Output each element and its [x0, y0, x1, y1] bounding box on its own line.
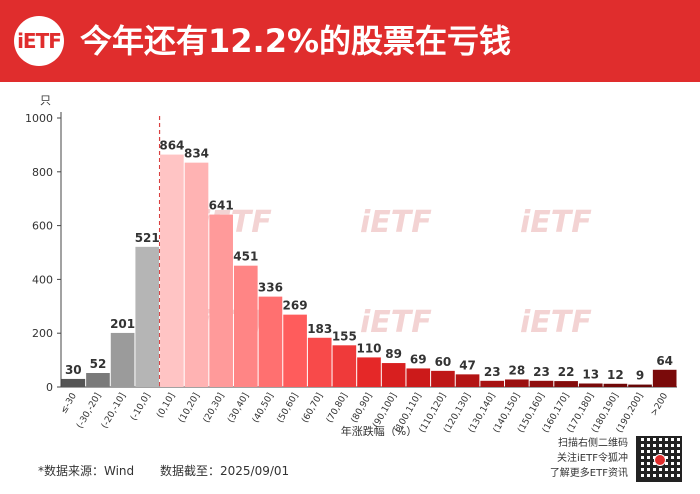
x-tick-label: (70,80] — [325, 392, 350, 425]
bar-value-label: 451 — [233, 250, 258, 264]
bar — [480, 380, 505, 387]
bar-value-label: 64 — [656, 354, 673, 368]
watermark-text: iETF — [360, 305, 432, 340]
y-tick-label: 800 — [32, 166, 53, 179]
bar — [357, 357, 381, 387]
y-tick-label: 600 — [32, 220, 53, 233]
bar — [603, 383, 628, 387]
bar — [209, 214, 233, 387]
bar — [554, 381, 578, 387]
bar-value-label: 864 — [159, 139, 184, 153]
x-tick-label: (-20,-10] — [100, 392, 128, 431]
bar-value-label: 183 — [307, 322, 332, 336]
bar — [307, 337, 332, 387]
bar-value-label: 89 — [385, 347, 402, 361]
bar-value-label: 155 — [332, 329, 357, 343]
bar — [184, 162, 209, 387]
qr-caption: 扫描右侧二维码 关注iETF令狐冲 了解更多ETF资讯 — [536, 436, 628, 481]
bar-value-label: 110 — [356, 341, 381, 355]
bar — [86, 373, 110, 387]
x-tick-label: (-10,0] — [129, 392, 153, 423]
header-banner: iETF 今年还有12.2%的股票在亏钱 — [0, 0, 700, 82]
bar-value-label: 834 — [184, 147, 209, 161]
y-tick-label: 0 — [46, 381, 53, 394]
x-tick-label: (40,50] — [251, 392, 276, 425]
bar-value-label: 521 — [135, 231, 160, 245]
bar — [160, 154, 184, 387]
bar-value-label: 336 — [258, 281, 283, 295]
watermark-text: iETF — [360, 205, 432, 240]
y-axis-label: 只 — [40, 94, 51, 107]
x-tick-label: (20,30] — [202, 392, 227, 425]
watermark-text: iETF — [520, 205, 592, 240]
bar-value-label: 23 — [484, 365, 501, 379]
bar-value-label: 13 — [582, 368, 599, 382]
bar — [332, 345, 357, 387]
x-axis-label: 年涨跌幅（%） — [341, 424, 417, 436]
bar — [283, 314, 307, 387]
bar-value-label: 269 — [283, 299, 308, 313]
bar — [431, 370, 455, 387]
qr-center-logo — [654, 454, 666, 466]
y-tick-label: 400 — [32, 273, 53, 286]
bar — [135, 246, 160, 387]
bar-value-label: 22 — [558, 365, 575, 379]
x-tick-label: (50,60] — [276, 392, 301, 425]
data-source-text: *数据来源：Wind — [38, 464, 135, 478]
page-title: 今年还有12.2%的股票在亏钱 — [80, 22, 512, 60]
ietf-logo: iETF — [14, 16, 64, 66]
bar — [110, 332, 135, 387]
bar — [406, 368, 431, 387]
bar — [381, 363, 406, 387]
histogram-chart: iETFiETFiETFiETFiETFiETF 020040060080010… — [25, 94, 677, 436]
y-tick-label: 1000 — [25, 112, 53, 125]
bar — [455, 374, 480, 387]
bar — [233, 265, 258, 387]
x-tick-label: (80,90] — [350, 392, 375, 425]
y-tick-label: 200 — [32, 327, 53, 340]
bar — [628, 384, 652, 387]
bar-value-label: 12 — [607, 368, 624, 382]
bar — [578, 383, 603, 387]
bar-value-label: 60 — [435, 355, 452, 369]
footer-source: *数据来源：Wind 数据截至：2025/09/01 — [38, 462, 311, 479]
bar — [258, 296, 283, 387]
bar-value-label: 47 — [459, 358, 476, 372]
qr-caption-line: 关注iETF令狐冲 — [557, 453, 628, 464]
bar-value-label: 9 — [636, 369, 644, 383]
x-tick-label: ≤-30 — [59, 391, 79, 415]
x-tick-label: (10,20] — [177, 392, 202, 425]
bar-value-label: 23 — [533, 365, 550, 379]
bar-value-label: 201 — [110, 317, 135, 331]
x-tick-label: (0,10] — [155, 392, 177, 420]
bar-value-label: 641 — [209, 199, 234, 213]
qr-code-icon[interactable] — [636, 436, 682, 482]
bar — [61, 378, 86, 387]
qr-caption-line: 了解更多ETF资讯 — [549, 468, 628, 479]
x-tick-label: (30,40] — [226, 392, 251, 425]
bar-value-label: 30 — [65, 363, 82, 377]
watermark-text: iETF — [520, 305, 592, 340]
x-tick-label: (60,70] — [300, 392, 325, 425]
bar — [652, 369, 677, 387]
data-date-text: 数据截至：2025/09/01 — [160, 464, 290, 478]
bar — [505, 379, 529, 387]
qr-caption-line: 扫描右侧二维码 — [558, 438, 628, 449]
bar-value-label: 69 — [410, 352, 427, 366]
chart-bars — [61, 154, 677, 387]
bar-value-label: 28 — [508, 363, 525, 377]
bar-value-label: 52 — [90, 357, 107, 371]
bar — [529, 380, 554, 387]
x-tick-label: >200 — [649, 391, 670, 418]
